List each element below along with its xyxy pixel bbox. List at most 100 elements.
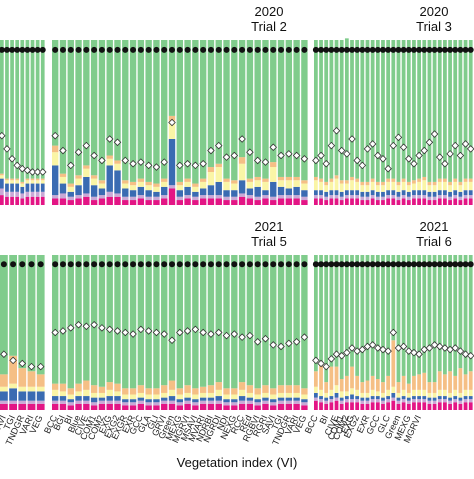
bar-segment xyxy=(15,183,20,192)
bar-segment xyxy=(396,191,401,197)
bar-segment xyxy=(52,40,59,146)
bar-segment xyxy=(106,403,113,410)
black-point xyxy=(262,46,269,53)
white-diamond-point xyxy=(261,158,270,166)
bar-segment xyxy=(254,40,261,177)
black-point xyxy=(176,46,183,53)
bar-segment xyxy=(432,196,437,201)
bar-segment xyxy=(184,40,191,179)
black-point xyxy=(59,261,66,268)
bar-segment xyxy=(285,403,293,410)
bar-segment xyxy=(27,400,36,404)
black-point xyxy=(467,261,474,268)
bar-segment xyxy=(75,255,82,384)
panel-title-year: 2020 xyxy=(255,4,284,19)
bar-segment xyxy=(437,255,442,372)
bar-segment xyxy=(458,368,463,393)
bar-segment xyxy=(83,193,90,197)
bar-segment xyxy=(468,40,473,179)
bar-segment xyxy=(365,403,370,410)
bar-segment xyxy=(329,181,334,191)
black-point xyxy=(0,46,5,53)
bar-segment xyxy=(114,396,121,401)
black-point xyxy=(441,261,448,268)
bar-segment xyxy=(25,196,30,205)
bar-segment xyxy=(453,402,458,410)
black-point xyxy=(254,261,261,268)
bar-segment xyxy=(67,196,74,201)
bar-segment xyxy=(453,389,458,397)
bar-segment xyxy=(75,391,82,397)
white-diamond-point xyxy=(358,161,367,170)
bar-segment xyxy=(145,185,152,191)
black-point xyxy=(106,46,113,53)
bar-segment xyxy=(285,195,293,199)
bar-segment xyxy=(15,180,20,184)
black-point xyxy=(349,46,356,53)
white-diamond-point xyxy=(168,118,176,127)
bar-segment xyxy=(137,198,145,205)
bar-segment xyxy=(355,178,360,182)
bar-segment xyxy=(207,40,215,168)
bar-segment xyxy=(422,399,427,403)
black-point xyxy=(59,46,66,53)
black-point xyxy=(200,46,207,53)
panel-title-trial: Trial 5 xyxy=(251,234,287,249)
white-diamond-point xyxy=(230,330,239,338)
black-point xyxy=(246,261,253,268)
bar-segment xyxy=(365,400,370,404)
bar-segment xyxy=(223,399,230,403)
white-diamond-point xyxy=(461,140,470,148)
white-diamond-point xyxy=(214,141,223,150)
bar-segment xyxy=(406,383,411,393)
white-diamond-point xyxy=(322,362,330,371)
bar-segment xyxy=(10,191,14,197)
bar-segment xyxy=(0,374,8,387)
black-point xyxy=(67,46,74,53)
bar-segment xyxy=(417,389,421,397)
white-diamond-point xyxy=(152,328,161,337)
bar-segment xyxy=(52,165,59,196)
bar-segment xyxy=(350,176,354,181)
black-point xyxy=(19,46,26,53)
white-diamond-point xyxy=(176,328,184,337)
bar-segment xyxy=(137,400,145,404)
bar-segment xyxy=(20,193,25,199)
bar-segment xyxy=(223,255,230,389)
bar-segment xyxy=(391,190,396,196)
bar-segment xyxy=(153,40,160,184)
bar-segment xyxy=(83,396,90,401)
bar-segment xyxy=(145,196,152,201)
black-point xyxy=(83,46,90,53)
bar-segment xyxy=(145,405,152,410)
bar-segment xyxy=(231,388,238,395)
white-diamond-point xyxy=(59,146,67,155)
black-point xyxy=(285,46,292,53)
bar-segment xyxy=(365,200,370,205)
bar-segment xyxy=(277,195,285,199)
bar-segment xyxy=(18,403,27,410)
white-diamond-point xyxy=(420,146,429,155)
bar-segment xyxy=(199,195,207,199)
black-point xyxy=(114,46,121,53)
black-point xyxy=(349,261,356,268)
bar-segment xyxy=(401,195,406,199)
bar-segment xyxy=(417,255,421,375)
bar-segment xyxy=(207,400,215,404)
bar-segment xyxy=(83,255,90,381)
bar-segment xyxy=(59,255,67,384)
bar-segment xyxy=(350,198,354,205)
bar-segment xyxy=(145,190,152,197)
bar-segment xyxy=(448,403,452,410)
bar-segment xyxy=(15,178,20,181)
bar-segment xyxy=(192,399,199,403)
bar-segment xyxy=(40,196,45,205)
bar-segment xyxy=(75,185,82,196)
bar-segment xyxy=(161,385,168,393)
bar-segment xyxy=(350,366,354,389)
bar-segment xyxy=(319,181,323,191)
black-point xyxy=(379,261,386,268)
bar-segment xyxy=(18,255,27,369)
bar-segment xyxy=(468,396,473,400)
bar-segment xyxy=(262,400,269,404)
